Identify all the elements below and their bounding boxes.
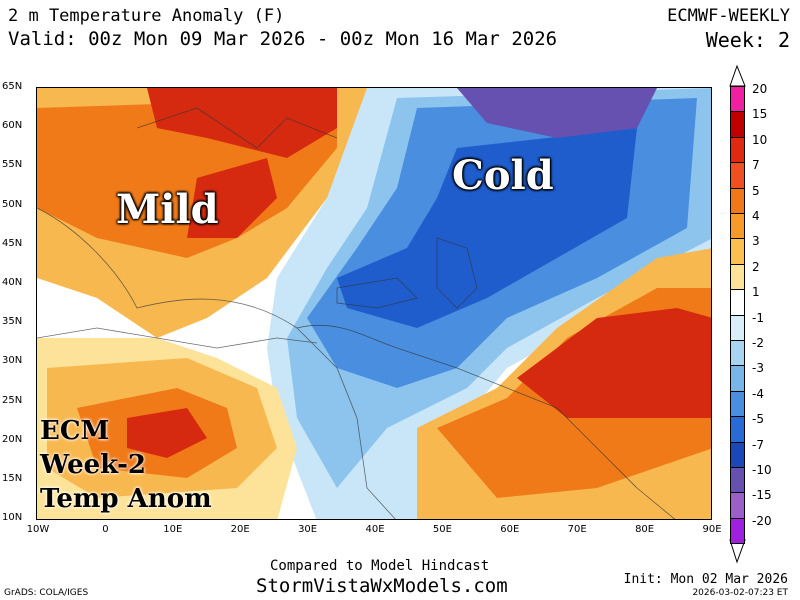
color-scale-swatch	[730, 289, 745, 316]
color-scale-swatch	[730, 441, 745, 468]
color-scale-label: 3	[752, 234, 760, 249]
color-scale-label: 5	[752, 183, 760, 198]
color-scale-label: 15	[752, 107, 768, 122]
color-scale-swatch	[730, 390, 745, 418]
color-scale-swatch	[730, 187, 745, 214]
color-scale-swatch	[730, 162, 745, 189]
longitude-label: 70E	[567, 524, 587, 535]
latitude-label: 65N	[2, 81, 23, 92]
ecm-label-line3: Temp Anom	[40, 484, 212, 514]
color-scale-label: -2	[752, 336, 764, 350]
ecm-label-line1: ECM	[40, 416, 110, 446]
color-scale-label: -10	[752, 463, 772, 477]
color-scale-swatch	[730, 213, 745, 240]
color-scale-label: 7	[752, 158, 760, 173]
grads-credit: GrADS: COLA/IGES	[4, 588, 89, 598]
latitude-label: 50N	[2, 198, 23, 210]
color-scale-swatch	[730, 136, 745, 164]
color-scale-swatch	[730, 238, 745, 265]
color-scale-swatch	[730, 86, 745, 113]
latitude-label: 60N	[2, 120, 23, 132]
color-scale-label: -20	[752, 513, 772, 528]
latitude-label: 35N	[2, 316, 23, 328]
color-scale-label: -7	[752, 437, 764, 452]
longitude-label: 90E	[702, 524, 722, 535]
color-scale-label: -1	[752, 310, 764, 325]
cold-label: Cold	[452, 152, 554, 199]
color-scale-label: -15	[752, 488, 772, 503]
color-scale-swatch	[730, 517, 745, 545]
longitude-label: 60E	[500, 524, 520, 535]
color-scale-swatch	[730, 416, 745, 443]
color-scale-label: 2	[752, 259, 760, 274]
color-scale-label: 4	[752, 209, 760, 223]
ecm-label-line2: Week-2	[40, 450, 147, 480]
color-scale-swatch	[730, 467, 745, 494]
model-name: ECMWF-WEEKLY	[667, 6, 790, 26]
longitude-label: 0	[102, 524, 109, 535]
latitude-label: 15N	[2, 473, 23, 484]
color-scale-swatch	[730, 314, 745, 341]
color-scale-label: -4	[752, 386, 764, 401]
mild-label: Mild	[116, 186, 219, 233]
latitude-label: 10N	[2, 512, 23, 524]
color-scale-swatch	[730, 340, 745, 367]
longitude-label: 10W	[26, 524, 50, 535]
color-scale-label: 20	[752, 82, 768, 96]
color-scale-swatch	[730, 263, 745, 291]
site-name: StormVistaWxModels.com	[256, 575, 508, 597]
latitude-label: 40N	[2, 277, 23, 288]
color-scale-swatch	[730, 111, 745, 138]
latitude-label: 25N	[2, 394, 23, 406]
color-scale-label: -5	[752, 412, 764, 427]
longitude-label: 10E	[163, 524, 183, 535]
valid-period: Valid: 00z Mon 09 Mar 2026 - 00z Mon 16 …	[8, 28, 558, 50]
longitude-label: 40E	[365, 524, 385, 535]
color-scale-label: 1	[752, 285, 760, 300]
week-label: Week: 2	[705, 28, 790, 52]
color-scale-label: -3	[752, 361, 764, 376]
hindcast-note: Compared to Model Hindcast	[270, 558, 490, 574]
latitude-label: 55N	[2, 159, 23, 171]
latitude-label: 20N	[2, 433, 23, 445]
latitude-label: 45N	[2, 237, 23, 249]
longitude-label: 30E	[298, 524, 318, 535]
generated-timestamp: 2026-03-02-07:23 ET	[692, 588, 788, 598]
longitude-label: 20E	[230, 524, 250, 535]
latitude-label: 30N	[2, 355, 23, 367]
anomaly-map	[36, 87, 712, 520]
color-scale-swatch	[730, 492, 745, 519]
color-scale-top-arrow	[729, 64, 746, 87]
color-scale-swatch	[730, 365, 745, 392]
longitude-label: 50E	[432, 524, 452, 535]
color-scale-label: 10	[752, 132, 768, 147]
anomaly-field	[37, 88, 711, 519]
init-time: Init: Mon 02 Mar 2026	[623, 572, 788, 587]
longitude-label: 80E	[635, 524, 655, 535]
map-title: 2 m Temperature Anomaly (F)	[8, 6, 285, 26]
